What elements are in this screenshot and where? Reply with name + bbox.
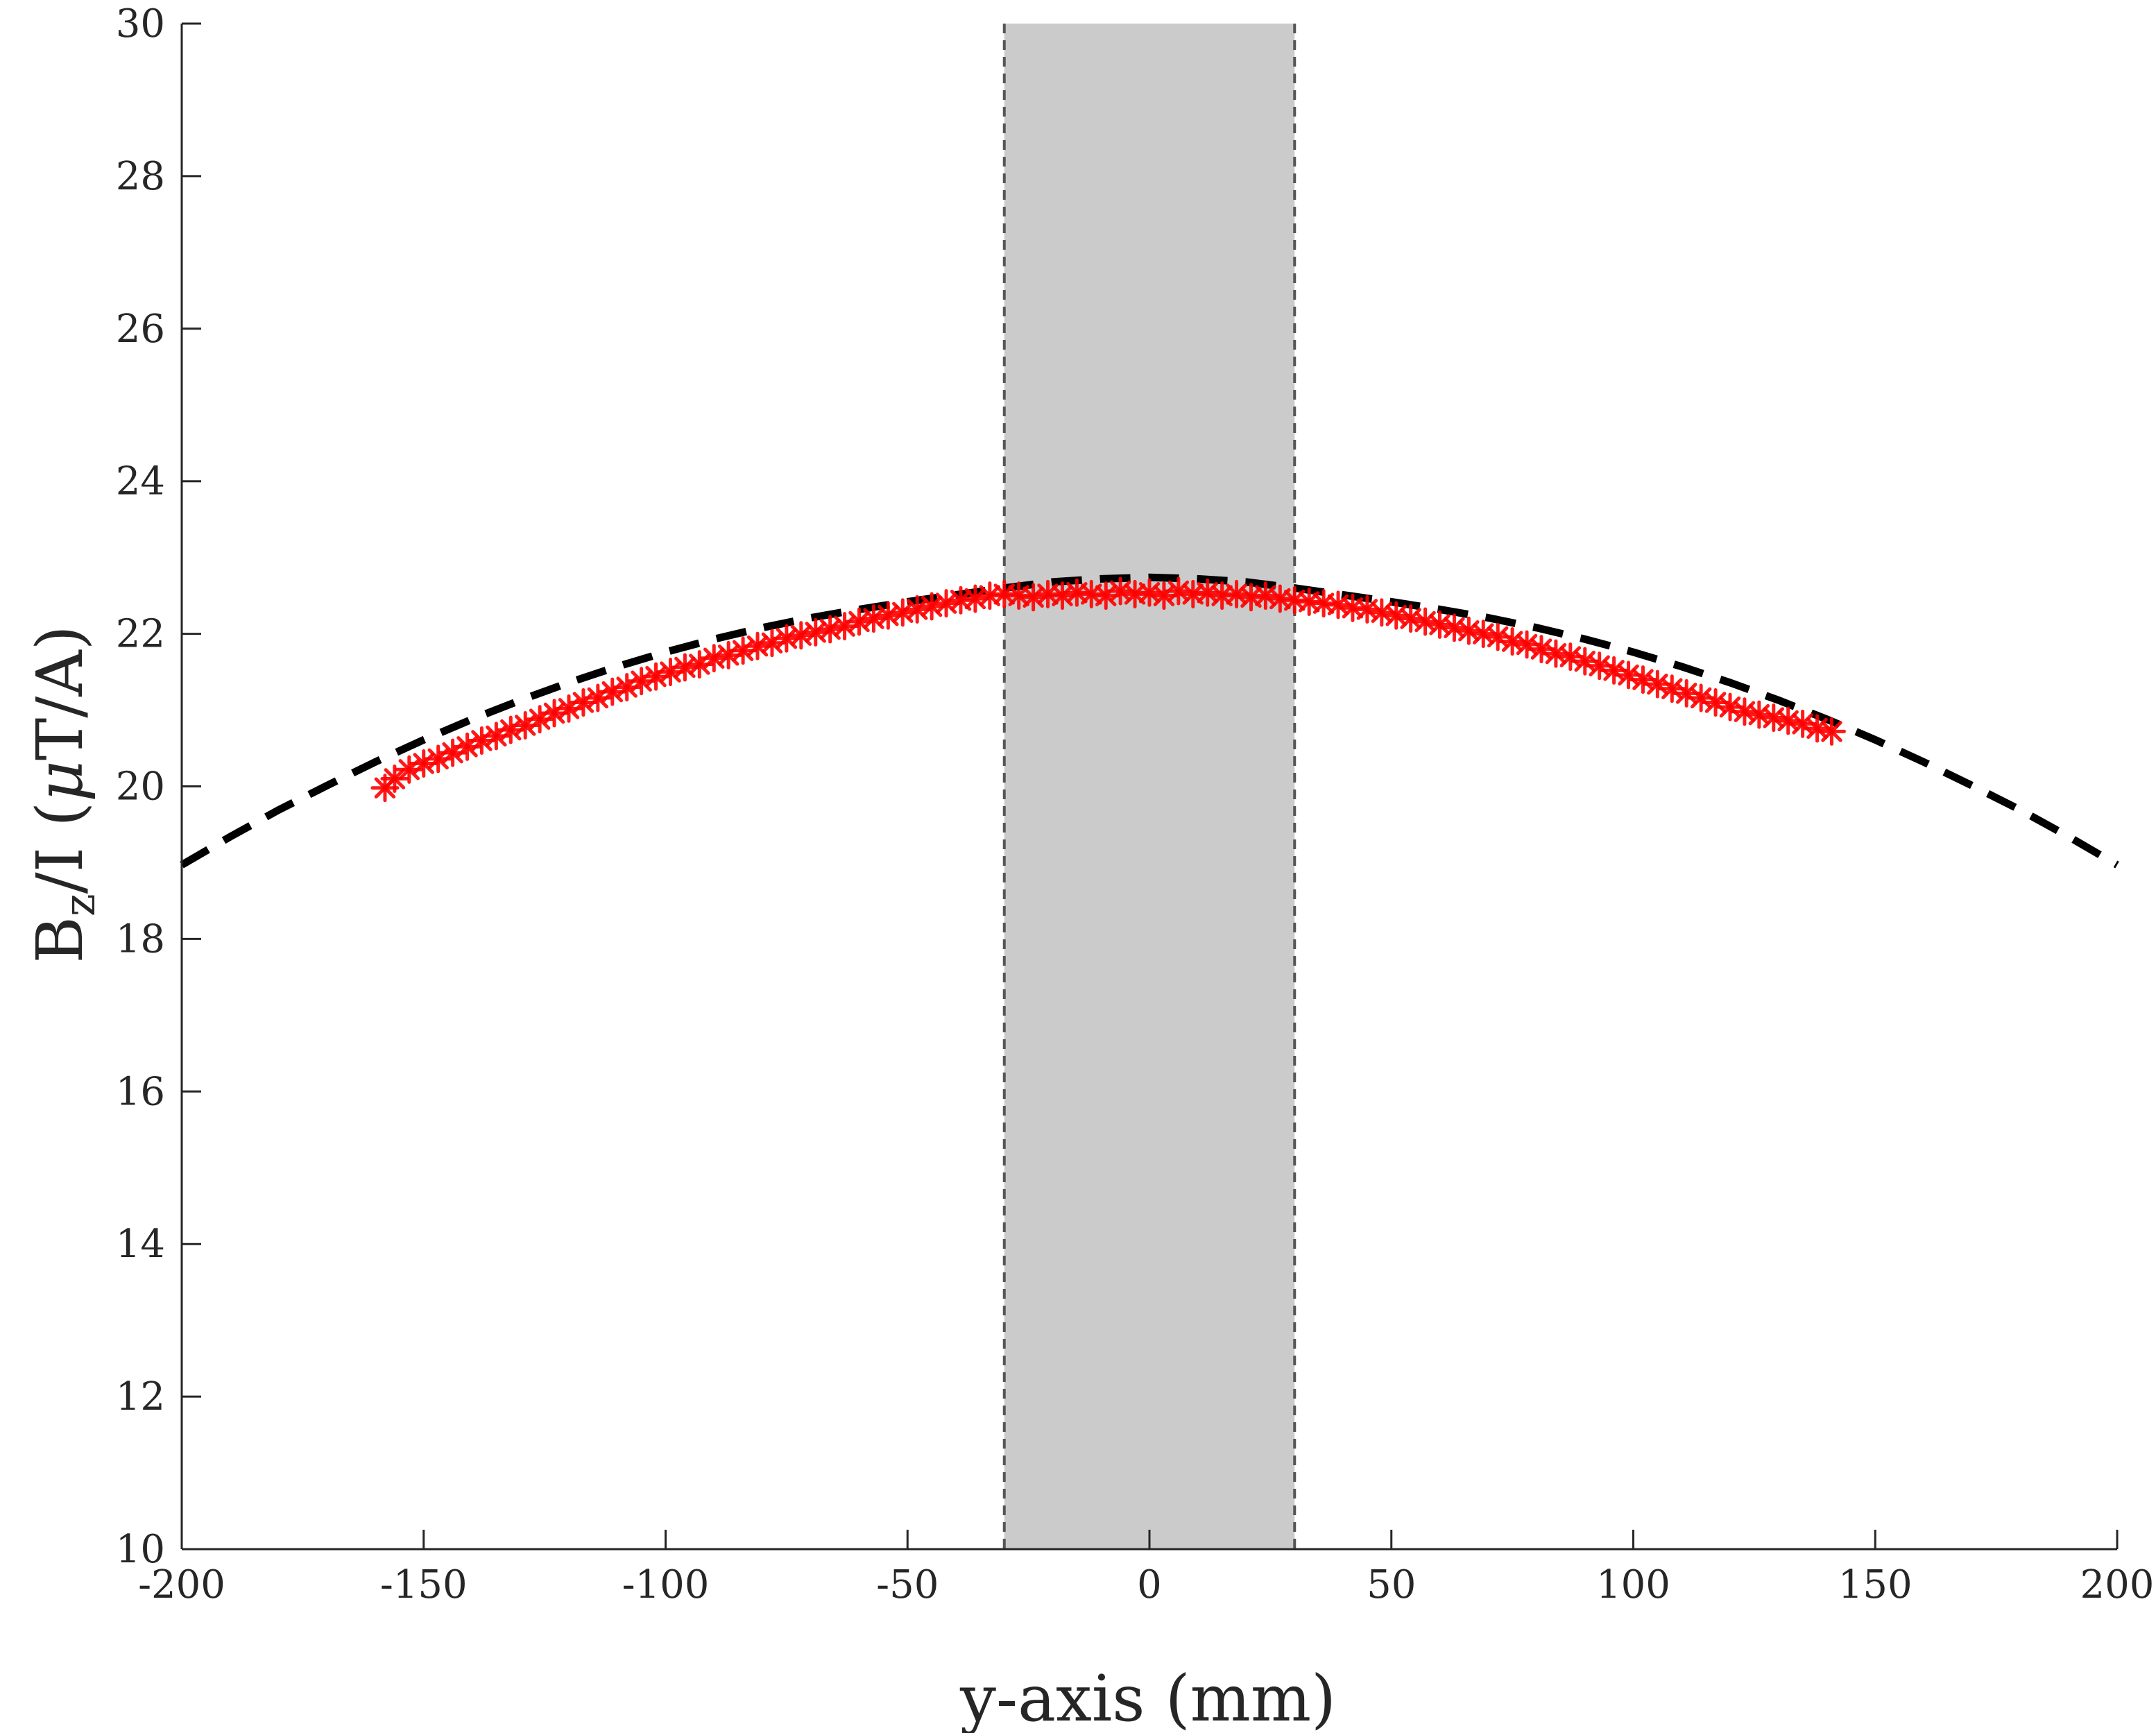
x-axis-label: y-axis (mm) <box>959 1662 1336 1733</box>
data-point-stroke <box>1240 586 1262 608</box>
x-tick-label: 150 <box>1838 1562 1913 1607</box>
y-axis-label-mu: μ <box>23 760 97 802</box>
y-tick-label: 24 <box>116 459 165 504</box>
y-tick-label: 26 <box>116 307 165 352</box>
data-point-stroke <box>703 647 725 669</box>
y-tick-label: 28 <box>116 154 165 199</box>
data-point-stroke <box>819 618 841 640</box>
shaded-region-layer <box>1002 24 1297 1549</box>
data-point-stroke <box>674 656 696 678</box>
data-point-stroke <box>848 611 870 633</box>
data-point-stroke <box>746 635 769 657</box>
y-axis-label: Bz/I (μT/A) <box>23 625 105 963</box>
data-point <box>1396 604 1426 633</box>
x-tick-label: 0 <box>1137 1562 1162 1607</box>
data-point-stroke <box>878 604 899 626</box>
y-tick-label: 20 <box>116 765 165 810</box>
data-point <box>1817 717 1846 746</box>
axes-layer <box>180 22 2119 1551</box>
y-tick-label: 30 <box>116 1 165 46</box>
y-tick-label: 18 <box>116 916 165 962</box>
data-point-stroke <box>950 589 972 611</box>
x-tick-label: 50 <box>1367 1562 1416 1607</box>
data-point <box>902 595 932 624</box>
x-tick-label: -150 <box>380 1562 468 1607</box>
x-tick-label: -200 <box>138 1562 225 1607</box>
data-point-stroke <box>892 601 914 624</box>
x-tick-label: -100 <box>622 1562 710 1607</box>
model-curve <box>180 573 2119 869</box>
y-tick-label: 12 <box>116 1374 165 1419</box>
data-point <box>845 607 873 636</box>
data-point-stroke <box>979 585 1001 606</box>
shaded-region <box>1004 24 1295 1549</box>
tick-label-layer: -200 -150 -100 -50 0 50 100 150 200 10 12 14 16 18 20 2… <box>116 1 2155 1607</box>
y-axis-label-subscript: z <box>54 894 105 916</box>
y-tick-label: 16 <box>116 1069 165 1114</box>
data-point-stroke <box>921 595 943 617</box>
data-point-stroke <box>863 608 884 629</box>
data-point <box>1367 598 1396 627</box>
data-point <box>1222 579 1251 608</box>
data-point <box>743 631 772 660</box>
y-tick-label: 22 <box>116 612 165 657</box>
data-point-stroke <box>906 599 928 620</box>
x-tick-label: -50 <box>876 1562 939 1607</box>
data-point <box>670 653 699 682</box>
data-point-stroke <box>1124 583 1146 605</box>
y-tick-label: 10 <box>116 1527 165 1572</box>
data-point-stroke <box>805 622 826 643</box>
data-point-stroke <box>1211 585 1233 606</box>
measured-marker-layer <box>370 577 1846 803</box>
data-point <box>380 765 409 794</box>
data-point-stroke <box>935 592 957 614</box>
x-tick-label: 200 <box>2080 1562 2155 1607</box>
x-tick-label: 100 <box>1596 1562 1670 1607</box>
data-point-stroke <box>964 588 986 610</box>
data-point-stroke <box>1182 583 1204 605</box>
data-point-stroke <box>1821 721 1842 742</box>
data-point-stroke <box>384 768 406 789</box>
data-point-stroke <box>776 627 798 649</box>
data-point-stroke <box>1023 586 1044 608</box>
model-curve-layer <box>180 573 2119 869</box>
y-axis-label-unit: T/A) <box>23 625 97 760</box>
data-point-stroke <box>1052 585 1073 606</box>
y-axis-label-main: B <box>23 916 97 964</box>
y-tick-label: 14 <box>116 1222 165 1267</box>
y-axis-label-rest: /I ( <box>23 802 97 894</box>
data-point-stroke <box>790 624 812 647</box>
